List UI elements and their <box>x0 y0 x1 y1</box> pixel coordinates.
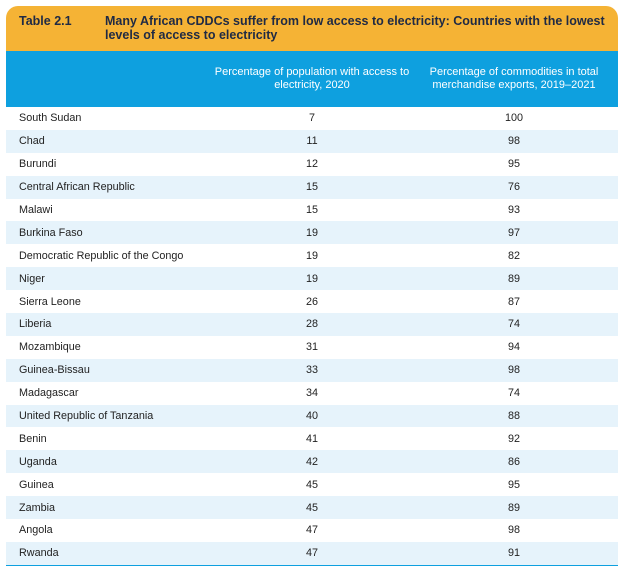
electricity-cell: 45 <box>305 501 318 514</box>
table-row: Mozambique 31 94 <box>6 335 618 359</box>
electricity-cell: 33 <box>305 364 318 377</box>
electricity-cell: 47 <box>305 547 318 560</box>
country-cell: United Republic of Tanzania <box>19 410 154 423</box>
commodities-cell: 98 <box>507 364 520 377</box>
country-cell: South Sudan <box>19 112 82 125</box>
commodities-cell: 76 <box>507 181 520 194</box>
commodities-cell: 82 <box>507 249 520 262</box>
electricity-cell: 15 <box>305 204 318 216</box>
table-row: Liberia 28 74 <box>6 313 618 336</box>
table-row: Madagascar 34 74 <box>6 381 618 405</box>
electricity-cell: 11 <box>306 135 318 148</box>
table-row: Angola 47 98 <box>6 519 618 542</box>
country-cell: Guinea-Bissau <box>19 364 90 377</box>
country-cell: Rwanda <box>19 547 59 560</box>
table-row: Uganda 42 86 <box>6 450 618 474</box>
table-row: Burundi 12 95 <box>6 152 618 176</box>
country-cell: Niger <box>19 272 45 285</box>
commodities-cell: 91 <box>507 547 520 560</box>
column-header-electricity: Percentage of population with access to … <box>214 66 410 91</box>
commodities-cell: 100 <box>504 112 523 125</box>
country-cell: Zambia <box>19 501 56 514</box>
electricity-cell: 34 <box>305 387 318 400</box>
electricity-cell: 40 <box>305 410 318 423</box>
table-row: Chad 11 98 <box>6 129 618 153</box>
commodities-cell: 74 <box>507 387 520 400</box>
table-label: Table 2.1 <box>19 14 72 28</box>
electricity-cell: 41 <box>305 432 318 445</box>
commodities-cell: 89 <box>507 501 520 514</box>
table-row: Benin 41 92 <box>6 427 618 451</box>
country-cell: Mozambique <box>19 341 81 354</box>
table-body: South Sudan 7 100 Chad 11 98 Burundi 12 95 Centra… <box>6 107 618 565</box>
table-row: Zambia 45 89 <box>6 496 618 520</box>
table-row: Guinea 45 95 <box>6 473 618 497</box>
electricity-cell: 28 <box>305 318 318 331</box>
electricity-cell: 15 <box>305 181 318 194</box>
country-cell: Malawi <box>19 204 53 216</box>
electricity-cell: 7 <box>308 112 315 125</box>
commodities-cell: 74 <box>507 318 520 331</box>
table-container: Table 2.1 Many African CDDCs suffer from… <box>6 0 618 566</box>
table-row: Guinea-Bissau 33 98 <box>6 358 618 382</box>
electricity-cell: 31 <box>305 341 318 354</box>
country-cell: Central African Republic <box>19 181 135 194</box>
country-cell: Angola <box>19 524 53 537</box>
table-row: Central African Republic 15 76 <box>6 175 618 199</box>
country-cell: Guinea <box>19 478 54 491</box>
electricity-cell: 42 <box>305 455 318 468</box>
table-title: Many African CDDCs suffer from low acces… <box>105 14 605 42</box>
table-row: Malawi 15 93 <box>6 198 618 222</box>
table-row: Burkina Faso 19 97 <box>6 221 618 245</box>
electricity-cell: 26 <box>305 295 318 308</box>
country-cell: Benin <box>19 432 47 445</box>
commodities-cell: 94 <box>507 341 520 354</box>
table-row: Rwanda 47 91 <box>6 541 618 565</box>
commodities-cell: 86 <box>507 455 520 468</box>
country-cell: Liberia <box>19 318 52 331</box>
electricity-cell: 19 <box>305 249 318 262</box>
electricity-cell: 19 <box>305 272 318 285</box>
country-cell: Burkina Faso <box>19 226 83 239</box>
table-row: South Sudan 7 100 <box>6 107 618 130</box>
commodities-cell: 95 <box>507 478 520 491</box>
electricity-cell: 19 <box>305 226 318 239</box>
commodities-cell: 87 <box>507 295 520 308</box>
table-bottom-rule <box>6 564 618 566</box>
table-row: Niger 19 89 <box>6 267 618 291</box>
country-cell: Sierra Leone <box>19 295 81 308</box>
commodities-cell: 98 <box>507 524 520 537</box>
table-title-bar: Table 2.1 Many African CDDCs suffer from… <box>6 6 618 51</box>
commodities-cell: 89 <box>507 272 520 285</box>
commodities-cell: 97 <box>507 226 520 239</box>
country-cell: Madagascar <box>19 387 79 400</box>
commodities-cell: 88 <box>507 410 520 423</box>
electricity-cell: 12 <box>305 158 318 171</box>
electricity-cell: 47 <box>305 524 318 537</box>
column-header-commodities: Percentage of commodities in total merch… <box>429 66 599 91</box>
commodities-cell: 93 <box>507 204 520 216</box>
column-header-row: Percentage of population with access to … <box>6 51 618 107</box>
country-cell: Democratic Republic of the Congo <box>19 249 184 262</box>
table-row: United Republic of Tanzania 40 88 <box>6 404 618 428</box>
country-cell: Burundi <box>19 158 57 171</box>
table-row: Democratic Republic of the Congo 19 82 <box>6 244 618 268</box>
electricity-cell: 45 <box>305 478 318 491</box>
commodities-cell: 98 <box>507 135 520 148</box>
country-cell: Chad <box>19 135 45 148</box>
commodities-cell: 95 <box>507 158 520 171</box>
table-row: Sierra Leone 26 87 <box>6 290 618 314</box>
country-cell: Uganda <box>19 455 57 468</box>
commodities-cell: 92 <box>507 432 520 445</box>
